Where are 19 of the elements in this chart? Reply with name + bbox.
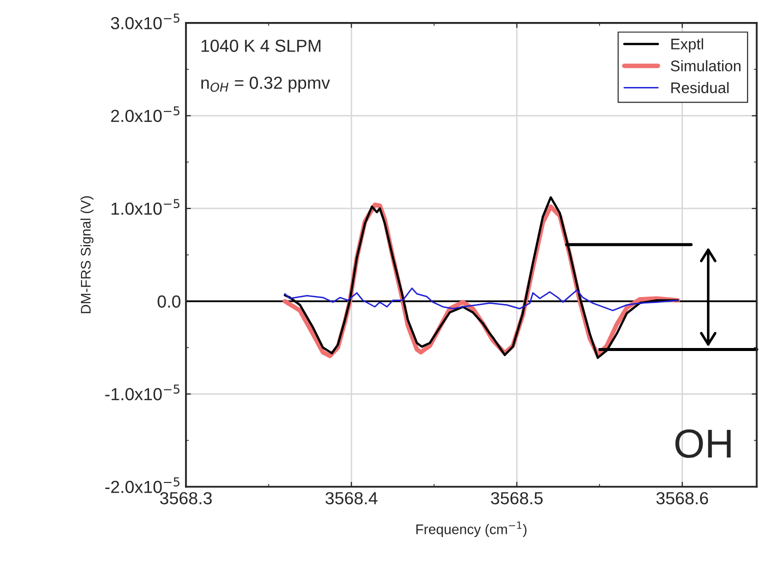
y-tick-label: -1.0x10$^{−5}$ <box>105 384 180 400</box>
line-series <box>284 288 679 312</box>
y-tick-label: 3.0x10$^{−5}$ <box>110 14 180 30</box>
x-tick-label: 3568.6 <box>656 492 708 504</box>
annotation: OH <box>675 429 731 458</box>
x-tick-label: 3568.5 <box>490 492 543 504</box>
annotation: n$_{OH}$ = 0.32 ppmv <box>201 76 330 92</box>
x-tick-label: 3568.4 <box>326 492 378 504</box>
y-tick-label: 2.0x10$^{−5}$ <box>111 106 180 122</box>
annotation: 1040 K 4 SLPM <box>202 40 320 52</box>
legend-label: Residual <box>671 82 729 94</box>
y-axis-title: DM-FRS Signal (V) <box>80 196 94 314</box>
x-axis-title: Frequency (cm$^{−1}$) <box>416 522 526 537</box>
y-tick-label: -2.0x10$^{−5}$ <box>105 477 180 494</box>
legend-label: Exptl <box>671 38 704 52</box>
legend-label: Simulation <box>670 60 740 72</box>
y-tick-label: 1.0x10$^{−5}$ <box>112 199 180 215</box>
y-tick-label: 0.0 <box>158 295 180 308</box>
x-tick-label: 3568.3 <box>160 492 212 504</box>
